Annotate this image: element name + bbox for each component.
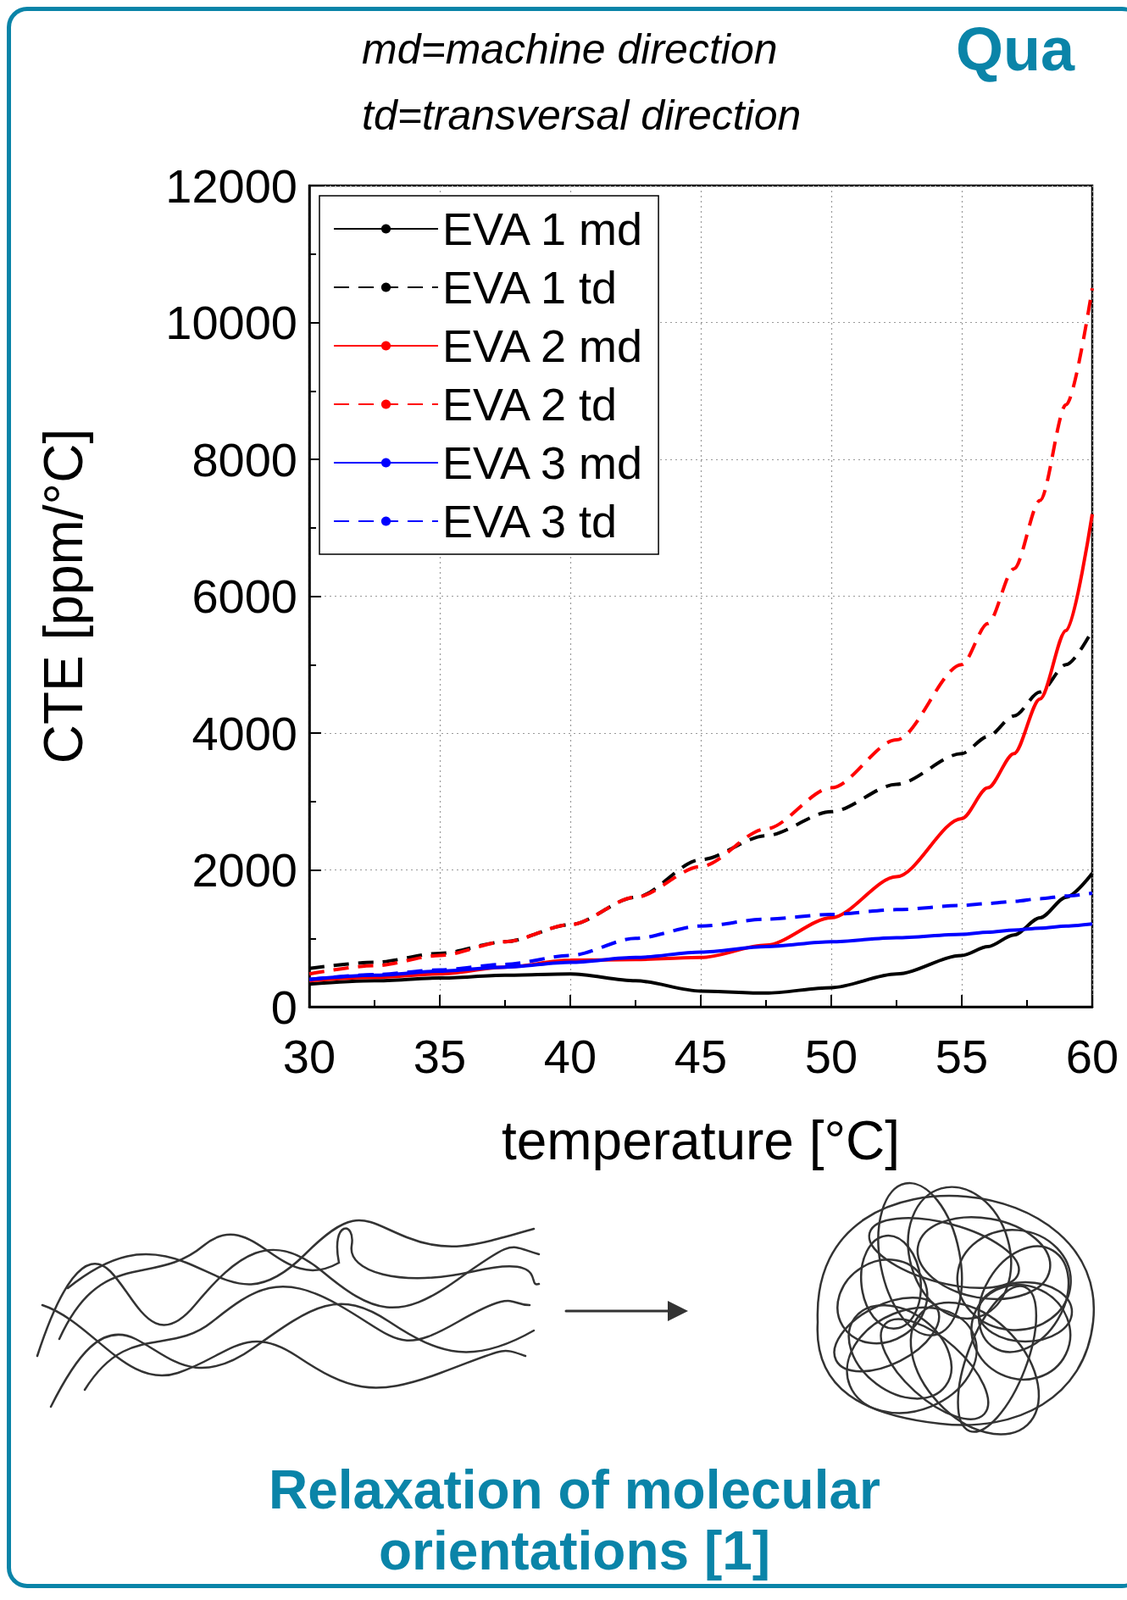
html-text:Relaxation of molecular orient: Relaxation of molecular orientations [1] bbox=[268, 1459, 881, 1582]
svg-text:CTE [ppm/°C]: CTE [ppm/°C] bbox=[33, 428, 95, 764]
svg-text:2000: 2000 bbox=[191, 843, 298, 897]
svg-text:35: 35 bbox=[413, 1029, 467, 1083]
svg-text:EVA 2 md: EVA 2 md bbox=[442, 320, 643, 372]
svg-text:EVA 3 md: EVA 3 md bbox=[442, 437, 643, 489]
svg-text:EVA 3 td: EVA 3 td bbox=[442, 495, 617, 547]
html-text:td=transversal direction: td=transversal direction bbox=[361, 91, 802, 139]
svg-text:8000: 8000 bbox=[191, 433, 298, 487]
svg-text:55: 55 bbox=[935, 1029, 989, 1083]
svg-text:4000: 4000 bbox=[191, 706, 298, 761]
html-text:Qua: Qua bbox=[955, 15, 1075, 84]
svg-text:10000: 10000 bbox=[165, 295, 298, 350]
svg-text:60: 60 bbox=[1065, 1029, 1119, 1083]
html-text:md=machine direction: md=machine direction bbox=[361, 25, 778, 73]
svg-text:0: 0 bbox=[271, 980, 298, 1034]
svg-text:30: 30 bbox=[283, 1029, 336, 1083]
svg-text:EVA 1 td: EVA 1 td bbox=[442, 261, 617, 313]
svg-text:temperature [°C]: temperature [°C] bbox=[501, 1110, 900, 1172]
svg-text:6000: 6000 bbox=[191, 569, 298, 623]
svg-text:45: 45 bbox=[674, 1029, 728, 1083]
svg-text:40: 40 bbox=[544, 1029, 597, 1083]
svg-text:12000: 12000 bbox=[165, 159, 298, 213]
svg-text:50: 50 bbox=[805, 1029, 858, 1083]
svg-text:EVA 2 td: EVA 2 td bbox=[442, 378, 617, 430]
svg-text:EVA 1 md: EVA 1 md bbox=[442, 203, 643, 255]
